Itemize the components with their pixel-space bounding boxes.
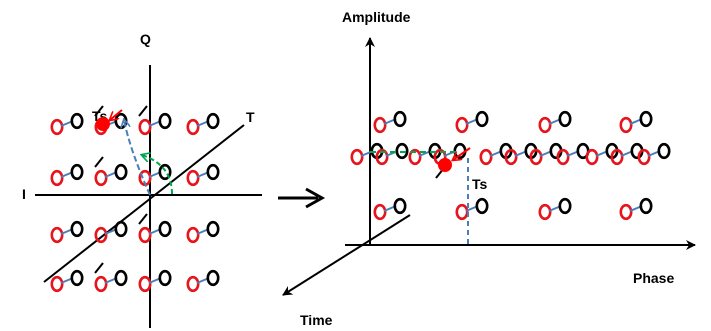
phase-angle-arc <box>142 155 173 195</box>
symbol-tick <box>94 262 104 274</box>
symbol-tick <box>138 105 148 117</box>
constellation-symbol <box>373 197 407 221</box>
constellation-symbol <box>373 110 407 134</box>
constellation-symbol <box>50 112 84 136</box>
phase-axis-label: Phase <box>633 270 674 286</box>
constellation-symbol <box>138 112 172 136</box>
constellation-symbol <box>538 110 572 134</box>
t-axis-label: T <box>246 109 255 125</box>
i-axis-label: I <box>22 186 26 202</box>
constellation-symbol <box>186 112 220 136</box>
sample-point-right <box>438 158 452 172</box>
constellation-symbol <box>50 163 84 187</box>
ts-label-right: Ts <box>472 176 488 192</box>
constellation-symbol <box>138 220 172 244</box>
right-arrow-icon <box>278 187 326 209</box>
constellation-symbol <box>186 220 220 244</box>
constellation-symbol <box>538 197 572 221</box>
sample-arrow-right <box>453 147 471 160</box>
constellation-symbol <box>186 269 220 293</box>
constellation-symbol <box>619 110 653 134</box>
constellation-symbol <box>94 163 128 187</box>
constellation-symbol <box>455 197 489 221</box>
sample-arrow-left <box>110 109 123 120</box>
amplitude-phase-panel: Amplitude Phase Time Ts <box>282 9 696 328</box>
sample-point-left <box>96 117 110 131</box>
constellation-symbol <box>50 220 84 244</box>
symbol-tick <box>94 156 104 168</box>
symbol-vector <box>124 120 151 196</box>
constellation-symbol <box>94 269 128 293</box>
symbol-tick <box>138 213 148 225</box>
symbol-tick <box>94 105 104 117</box>
constellation-symbol <box>138 269 172 293</box>
left-symbol-grid <box>50 105 220 293</box>
constellation-symbol <box>94 220 128 244</box>
constellation-symbol <box>455 110 489 134</box>
iq-constellation-panel: I Q T Ts <box>22 31 262 328</box>
constellation-symbol <box>637 142 671 166</box>
right-symbol-grid <box>350 110 671 221</box>
constellation-symbol <box>556 142 590 166</box>
amplitude-axis-label: Amplitude <box>342 9 411 25</box>
constellation-symbol <box>186 163 220 187</box>
time-axis-label: Time <box>300 312 333 328</box>
t-axis <box>43 124 245 283</box>
time-axis <box>282 214 411 296</box>
q-axis-label: Q <box>140 31 151 47</box>
constellation-symbol <box>50 269 84 293</box>
constellation-symbol <box>619 197 653 221</box>
